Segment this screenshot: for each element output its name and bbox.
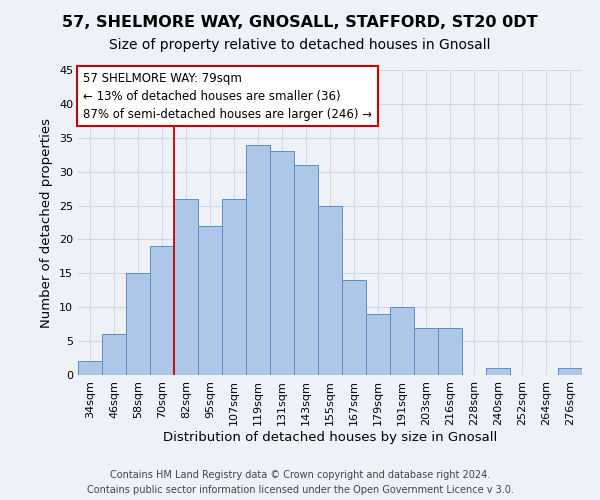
Bar — [438, 328, 462, 375]
Bar — [102, 334, 126, 375]
Text: Size of property relative to detached houses in Gnosall: Size of property relative to detached ho… — [109, 38, 491, 52]
Bar — [270, 152, 294, 375]
Bar — [246, 144, 270, 375]
Bar — [486, 368, 510, 375]
Bar — [342, 280, 366, 375]
Bar — [126, 274, 150, 375]
Text: 57, SHELMORE WAY, GNOSALL, STAFFORD, ST20 0DT: 57, SHELMORE WAY, GNOSALL, STAFFORD, ST2… — [62, 15, 538, 30]
Y-axis label: Number of detached properties: Number of detached properties — [40, 118, 53, 328]
Bar — [150, 246, 174, 375]
Bar — [222, 199, 246, 375]
Bar — [198, 226, 222, 375]
X-axis label: Distribution of detached houses by size in Gnosall: Distribution of detached houses by size … — [163, 430, 497, 444]
Bar — [318, 206, 342, 375]
Text: 57 SHELMORE WAY: 79sqm
← 13% of detached houses are smaller (36)
87% of semi-det: 57 SHELMORE WAY: 79sqm ← 13% of detached… — [83, 72, 372, 120]
Bar — [390, 307, 414, 375]
Bar — [78, 362, 102, 375]
Bar — [558, 368, 582, 375]
Bar — [414, 328, 438, 375]
Bar — [294, 165, 318, 375]
Text: Contains HM Land Registry data © Crown copyright and database right 2024.
Contai: Contains HM Land Registry data © Crown c… — [86, 470, 514, 495]
Bar — [366, 314, 390, 375]
Bar — [174, 199, 198, 375]
